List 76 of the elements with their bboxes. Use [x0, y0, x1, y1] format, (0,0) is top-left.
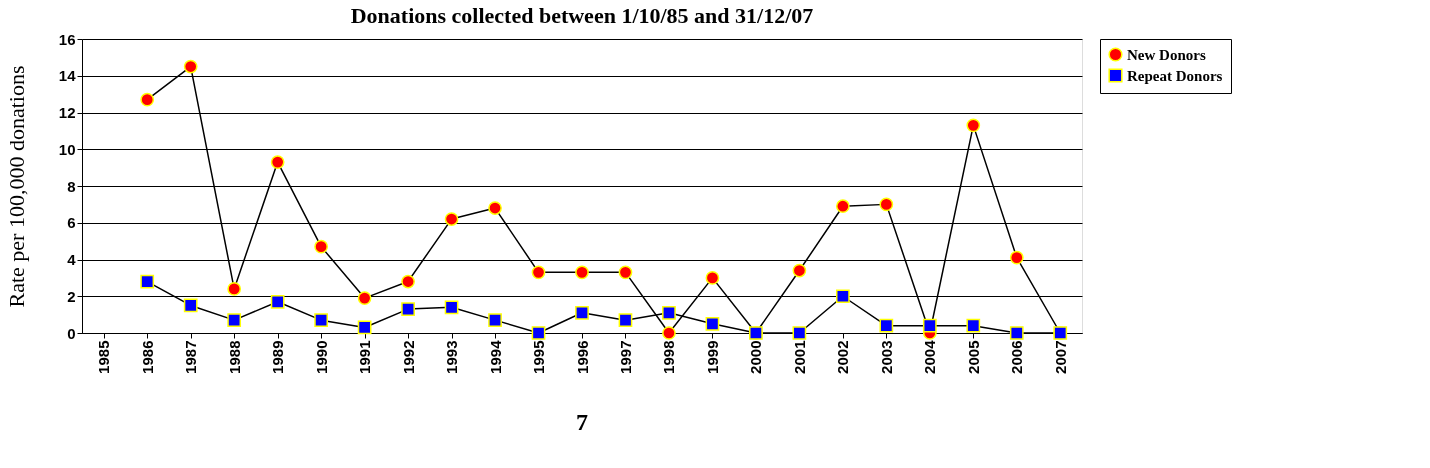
x-tick-label: 2007: [1051, 340, 1069, 374]
point: [705, 271, 720, 285]
x-tick-label: 1993: [443, 340, 461, 374]
x-tick-label: 1985: [95, 340, 113, 374]
x-tick-label: 1989: [269, 340, 287, 374]
point: [662, 305, 676, 320]
point: [531, 326, 546, 340]
point: [836, 199, 850, 214]
x-tick-label: 2006: [1008, 340, 1026, 374]
x-tick-label: 2004: [921, 339, 939, 374]
y-tick-label: 4: [67, 251, 77, 268]
x-tick-label: 1991: [356, 340, 374, 374]
point: [140, 274, 155, 289]
x-tick-label: 1998: [660, 340, 678, 374]
y-axis-title: Rate per 100,000 donations: [3, 65, 29, 308]
x-tick-label: 1994: [486, 339, 504, 374]
x-tick-label: 1996: [573, 340, 591, 374]
x-tick-label: 1988: [225, 340, 243, 374]
x-tick-label: 2002: [834, 340, 852, 374]
x-tick-label: 1992: [399, 340, 417, 374]
point: [444, 300, 459, 315]
point: [966, 118, 981, 133]
point: [314, 239, 328, 254]
y-tick-label: 16: [58, 30, 76, 48]
x-tick-label: 2003: [877, 340, 895, 374]
x-tick-label: 2001: [790, 340, 808, 374]
point: [792, 263, 807, 278]
point: [183, 59, 198, 74]
y-tick-label: 10: [58, 140, 76, 158]
chart-title: Donations collected between 1/10/85 and 31/12/07: [350, 3, 814, 28]
y-tick-label: 6: [67, 214, 76, 232]
x-tick-label: 1999: [703, 340, 721, 374]
y-tick-label: 0: [67, 324, 76, 342]
y-tick-label: 2: [67, 287, 76, 305]
x-tick-label: 2000: [747, 340, 765, 374]
point: [270, 294, 285, 309]
point: [575, 265, 589, 280]
x-tick-label: 1990: [312, 340, 330, 374]
point: [488, 313, 502, 328]
point: [357, 320, 372, 335]
point: [575, 305, 589, 320]
point: [879, 318, 894, 333]
point: [792, 326, 807, 340]
point: [314, 313, 328, 328]
y-tick-label: 12: [58, 104, 76, 121]
point: [705, 316, 720, 331]
x-tick-label: 2005: [964, 340, 982, 374]
point: [618, 313, 633, 328]
text: 7: [576, 409, 588, 435]
legend-label: Repeat Donors: [1127, 67, 1223, 84]
legend-label: New Donors: [1127, 46, 1206, 63]
point: [531, 265, 546, 280]
point: [662, 326, 676, 340]
x-tick-label: 1986: [138, 340, 156, 374]
x-tick-label: 1987: [182, 340, 200, 374]
y-tick-label: 14: [58, 67, 77, 85]
point: [1009, 326, 1024, 340]
point: [966, 318, 981, 333]
point: [836, 289, 850, 304]
point: [183, 298, 198, 313]
point: [488, 201, 502, 215]
point: [227, 282, 242, 296]
point: [618, 265, 633, 280]
y-tick-label: 8: [67, 177, 76, 195]
point: [401, 274, 415, 289]
point: [444, 212, 459, 226]
point: [140, 92, 155, 107]
point: [922, 318, 937, 333]
point: [270, 155, 285, 169]
point: [357, 291, 372, 305]
x-tick-label: 1997: [616, 340, 634, 374]
point: [879, 197, 894, 212]
point: [1009, 250, 1024, 265]
point: [227, 313, 242, 328]
x-tick-label: 1995: [530, 340, 548, 374]
point: [401, 302, 415, 316]
